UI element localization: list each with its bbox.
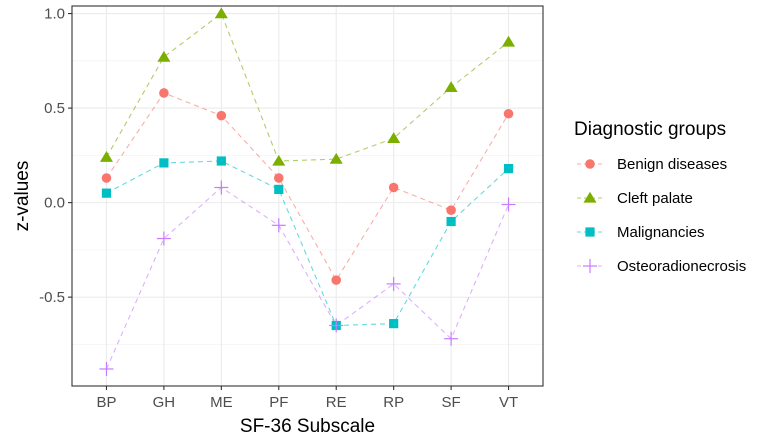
point-benign-diseases-vt bbox=[503, 108, 514, 119]
y-tick-label: 0.5 bbox=[44, 100, 65, 117]
x-tick-label: RE bbox=[326, 394, 347, 411]
legend-label-osteoradionecrosis: Osteoradionecrosis bbox=[617, 258, 746, 275]
x-tick-label: RP bbox=[383, 394, 404, 411]
x-tick-label: SF bbox=[442, 394, 461, 411]
point-benign-diseases-sf bbox=[446, 205, 456, 215]
point-osteoradionecrosis-me bbox=[214, 180, 229, 195]
series-line-malignancies bbox=[106, 160, 509, 327]
x-tick-label: ME bbox=[210, 394, 233, 411]
point-benign-diseases-re bbox=[331, 275, 342, 285]
legend-key-marker-malignancies bbox=[585, 227, 595, 237]
axes: -0.5 0.0 0.5 1.0 BP GH ME PF RE RP SF VT bbox=[39, 6, 518, 411]
x-tick-label: GH bbox=[153, 394, 176, 411]
legend-title: Diagnostic groups bbox=[574, 119, 726, 140]
plot-panel-border bbox=[71, 5, 544, 387]
legend-key-marker-osteoradionecrosis bbox=[583, 259, 597, 273]
x-tick-label: VT bbox=[499, 394, 518, 411]
point-cleft-palate-vt bbox=[502, 35, 516, 47]
x-tick-label: BP bbox=[96, 394, 116, 411]
point-malignancies-rp bbox=[389, 319, 399, 329]
point-cleft-palate-re bbox=[329, 152, 343, 164]
point-benign-diseases-rp bbox=[388, 182, 399, 193]
point-benign-diseases-me bbox=[216, 110, 227, 121]
y-tick-label: 0.0 bbox=[44, 195, 65, 212]
point-malignancies-vt bbox=[503, 163, 514, 174]
legend-label-benign-diseases: Benign diseases bbox=[617, 156, 727, 173]
point-benign-diseases-gh bbox=[159, 88, 169, 98]
series-markers bbox=[99, 7, 516, 376]
point-osteoradionecrosis-pf bbox=[271, 218, 286, 233]
point-osteoradionecrosis-gh bbox=[156, 231, 171, 246]
point-cleft-palate-gh bbox=[157, 50, 171, 62]
y-tick-label: -0.5 bbox=[39, 289, 65, 306]
point-cleft-palate-rp bbox=[387, 132, 401, 143]
point-malignancies-sf bbox=[446, 216, 456, 227]
point-cleft-palate-sf bbox=[444, 81, 458, 92]
legend-key-marker-cleft-palate bbox=[583, 191, 597, 203]
point-malignancies-bp bbox=[101, 188, 112, 198]
point-malignancies-gh bbox=[159, 158, 169, 168]
legend: Diagnostic groups Benign diseases Cleft p… bbox=[574, 119, 746, 275]
legend-label-cleft-palate: Cleft palate bbox=[617, 190, 693, 207]
point-malignancies-me bbox=[216, 156, 226, 166]
point-benign-diseases-bp bbox=[101, 173, 112, 183]
y-axis-title: z-values bbox=[12, 161, 33, 232]
point-benign-diseases-pf bbox=[273, 173, 284, 183]
series-lines bbox=[105, 12, 510, 370]
point-cleft-palate-bp bbox=[99, 151, 113, 162]
plot-panel bbox=[72, 6, 543, 386]
point-cleft-palate-pf bbox=[272, 154, 286, 166]
point-osteoradionecrosis-bp bbox=[99, 361, 114, 376]
legend-label-malignancies: Malignancies bbox=[617, 224, 705, 241]
point-osteoradionecrosis-rp bbox=[386, 276, 401, 291]
point-cleft-palate-me bbox=[214, 7, 228, 19]
point-osteoradionecrosis-sf bbox=[444, 331, 459, 346]
point-malignancies-pf bbox=[274, 184, 284, 194]
series-line-osteoradionecrosis bbox=[105, 186, 510, 370]
point-osteoradionecrosis-vt bbox=[501, 197, 516, 212]
series-line-benign-diseases bbox=[106, 92, 510, 282]
x-tick-label: PF bbox=[269, 394, 288, 411]
series-line-cleft-palate bbox=[105, 12, 509, 162]
y-tick-label: 1.0 bbox=[44, 6, 65, 23]
grid bbox=[72, 6, 543, 386]
x-axis-title: SF-36 Subscale bbox=[240, 416, 375, 437]
point-osteoradionecrosis-re bbox=[329, 318, 344, 333]
legend-key-marker-benign-diseases bbox=[585, 159, 595, 169]
